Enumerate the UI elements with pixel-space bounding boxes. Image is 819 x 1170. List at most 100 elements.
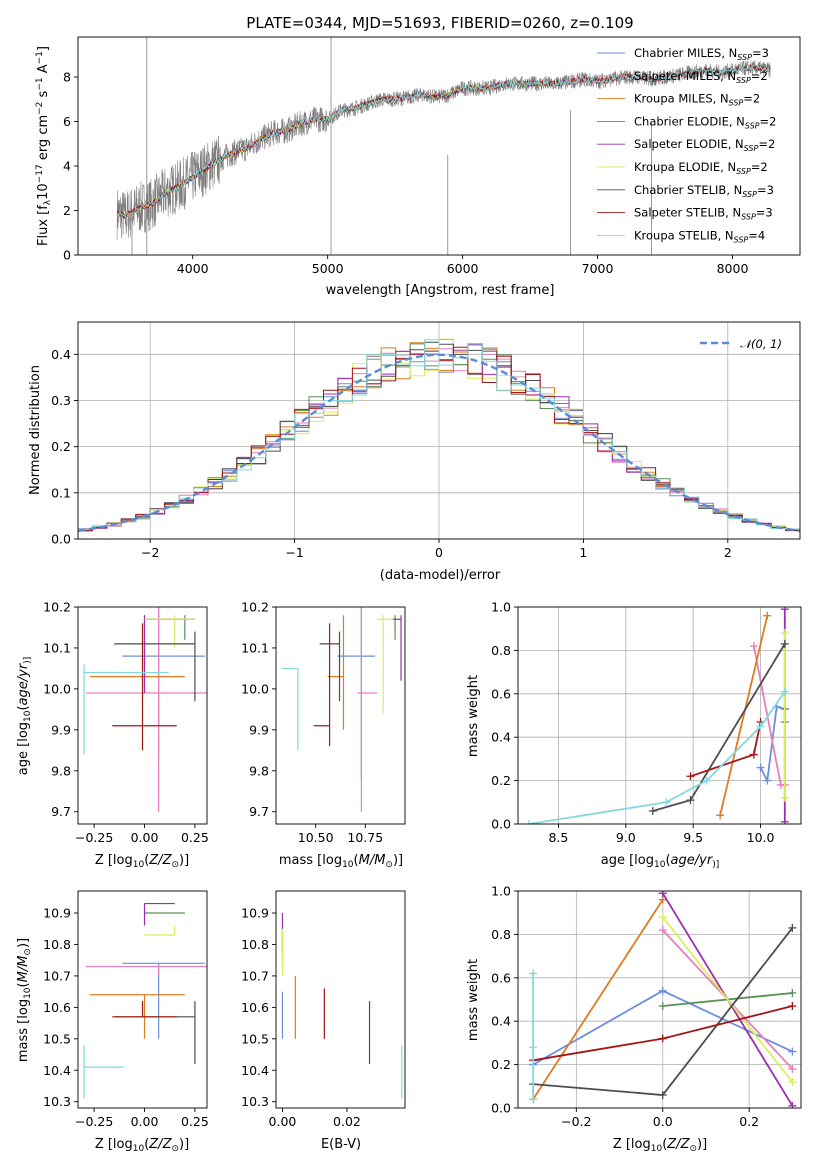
weight-marker-1-0 bbox=[658, 926, 667, 935]
data-point-5 bbox=[144, 615, 195, 648]
weight-marker-5-1 bbox=[780, 629, 789, 638]
x-tick-label-2: 0.25 bbox=[181, 1114, 209, 1129]
x-axis-label: E(B-V) bbox=[321, 1137, 361, 1152]
weight-line-7 bbox=[690, 721, 762, 778]
y-tick-label-3: 10.0 bbox=[43, 681, 71, 696]
y-tick-label-1: 10.4 bbox=[241, 1063, 269, 1078]
data-point-1 bbox=[86, 965, 207, 976]
legend-entry-0: Chabrier MILES, NSSP=3 bbox=[634, 46, 769, 62]
legend-entry-8: Kroupa STELIB, NSSP=4 bbox=[634, 228, 765, 244]
weight-marker-8-0 bbox=[524, 820, 533, 824]
y-tick-label-2: 4 bbox=[63, 159, 71, 174]
weight-line-5 bbox=[661, 916, 794, 1083]
weight-marker-2-0 bbox=[716, 811, 725, 820]
x-axis-label: (data-model)/error bbox=[380, 568, 501, 583]
x-axis-label: Z [log10(Z/Z⊙)] bbox=[613, 1137, 707, 1154]
panel-weight-vs-age: 8.5 9.0 9.5 10.0 0.0 0.2 0.4 0.6 0.8 1.0 age [log1… bbox=[466, 600, 802, 870]
x-tick-label-1: −1 bbox=[285, 545, 303, 560]
panel-mass-vs-EBV: 0.00 0.02 10.3 10.4 10.5 10.6 10.7 10.8 10.9 E(B-… bbox=[241, 890, 406, 1152]
x-tick-label-2: 0 bbox=[435, 545, 443, 560]
plot-area bbox=[524, 607, 789, 824]
gaussian-curve bbox=[78, 353, 800, 533]
axes-frame bbox=[517, 606, 802, 825]
y-tick-label-2: 0.4 bbox=[491, 1014, 511, 1029]
plot-area bbox=[116, 37, 771, 255]
y-tick-label-3: 0.3 bbox=[51, 393, 71, 408]
x-tick-label-3: 1 bbox=[579, 545, 587, 560]
data-point-1 bbox=[86, 607, 207, 812]
x-tick-label-1: 0.00 bbox=[131, 1114, 159, 1129]
x-axis-label: Z [log10(Z/Z⊙)] bbox=[95, 853, 189, 870]
weight-marker-7-2 bbox=[788, 1002, 797, 1011]
weight-marker-0-2 bbox=[788, 1047, 797, 1056]
weight-marker-8-2 bbox=[529, 1095, 538, 1104]
data-point-4 bbox=[143, 902, 175, 926]
axes-frame bbox=[275, 890, 406, 1109]
data-point-5 bbox=[144, 925, 176, 936]
y-tick-label-0: 0.0 bbox=[51, 532, 71, 547]
legend-entry-3: Chabrier ELODIE, NSSP=2 bbox=[634, 114, 776, 130]
model-line-1 bbox=[116, 73, 652, 219]
legend: Chabrier MILES, NSSP=3 Salpeter MILES, NS… bbox=[597, 46, 776, 244]
plot-area bbox=[83, 902, 207, 1099]
data-point-7 bbox=[313, 623, 331, 747]
x-axis-label: mass [log10(M/M⊙)] bbox=[279, 853, 403, 870]
y-tick-label-6: 10.9 bbox=[241, 906, 269, 921]
data-point-0 bbox=[122, 962, 205, 1039]
y-tick-label-4: 10.1 bbox=[43, 640, 71, 655]
data-point-0 bbox=[122, 607, 205, 759]
weight-marker-5-0 bbox=[780, 793, 789, 802]
y-tick-label-5: 10.2 bbox=[43, 600, 71, 615]
y-tick-label-4: 0.8 bbox=[491, 927, 511, 942]
plot-area bbox=[83, 607, 207, 812]
axes-frame bbox=[77, 36, 801, 256]
observed-spectrum bbox=[116, 60, 771, 240]
y-tick-label-2: 0.2 bbox=[51, 439, 71, 454]
y-tick-label-2: 9.9 bbox=[51, 722, 71, 737]
weight-marker-0-1 bbox=[658, 986, 667, 995]
plot-area bbox=[78, 338, 800, 539]
x-tick-label-1: 10.75 bbox=[347, 830, 383, 845]
panel-mass-vs-Z: −0.25 0.00 0.25 10.3 10.4 10.5 10.6 10.7 10.8 10.… bbox=[16, 890, 209, 1154]
panel-age-vs-Z: −0.25 0.00 0.25 9.7 9.8 9.9 10.0 10.1 10.2 Z [log… bbox=[16, 600, 209, 871]
x-tick-label-2: 9.5 bbox=[683, 830, 703, 845]
x-tick-label-0: 0.00 bbox=[269, 1114, 297, 1129]
y-tick-label-0: 0 bbox=[63, 248, 71, 263]
legend-entry-gaussian: 𝒩(0, 1) bbox=[740, 337, 782, 351]
x-tick-label-0: 10.50 bbox=[298, 830, 334, 845]
axes-frame bbox=[275, 606, 406, 825]
axes-frame bbox=[77, 890, 208, 1109]
weight-marker-1-1 bbox=[788, 1064, 797, 1073]
weight-marker-4-0 bbox=[780, 817, 789, 824]
data-point-2 bbox=[327, 615, 345, 730]
weight-marker-3-0 bbox=[658, 1002, 667, 1011]
y-tick-label-1: 0.2 bbox=[491, 773, 511, 788]
y-tick-label-3: 0.6 bbox=[491, 970, 511, 985]
x-tick-label-1: 0.00 bbox=[131, 830, 159, 845]
y-axis-label: mass weight bbox=[466, 959, 481, 1041]
y-tick-label-1: 10.4 bbox=[43, 1063, 71, 1078]
model-line-0 bbox=[116, 73, 652, 218]
weight-marker-8-0 bbox=[529, 969, 538, 978]
x-axis-label: age [log10(age/yr)] bbox=[601, 853, 719, 870]
y-tick-label-5: 1.0 bbox=[491, 600, 511, 615]
data-point-4 bbox=[143, 615, 195, 693]
weight-marker-7-1 bbox=[749, 750, 758, 759]
weight-marker-5-0 bbox=[658, 913, 667, 922]
weight-marker-8-1 bbox=[662, 798, 671, 807]
weight-marker-1-0 bbox=[749, 642, 758, 651]
plot-area bbox=[281, 607, 402, 812]
y-tick-label-6: 10.9 bbox=[43, 906, 71, 921]
y-tick-label-1: 0.2 bbox=[491, 1057, 511, 1072]
legend-entry-5: Kroupa ELODIE, NSSP=2 bbox=[634, 160, 768, 176]
panel-age-vs-mass: 10.50 10.75 9.7 9.8 9.9 10.0 10.1 10.2 mass [log… bbox=[241, 600, 406, 870]
y-tick-label-3: 0.6 bbox=[491, 686, 511, 701]
y-tick-label-0: 0.0 bbox=[491, 1101, 511, 1116]
y-tick-label-0: 9.7 bbox=[249, 804, 269, 819]
x-tick-label-1: 9.0 bbox=[616, 830, 636, 845]
legend-entry-7: Salpeter STELIB, NSSP=3 bbox=[634, 206, 773, 222]
y-tick-label-1: 9.8 bbox=[51, 763, 71, 778]
plot-area bbox=[281, 913, 403, 1099]
data-point-8 bbox=[83, 664, 169, 755]
y-tick-label-5: 10.8 bbox=[241, 937, 269, 952]
